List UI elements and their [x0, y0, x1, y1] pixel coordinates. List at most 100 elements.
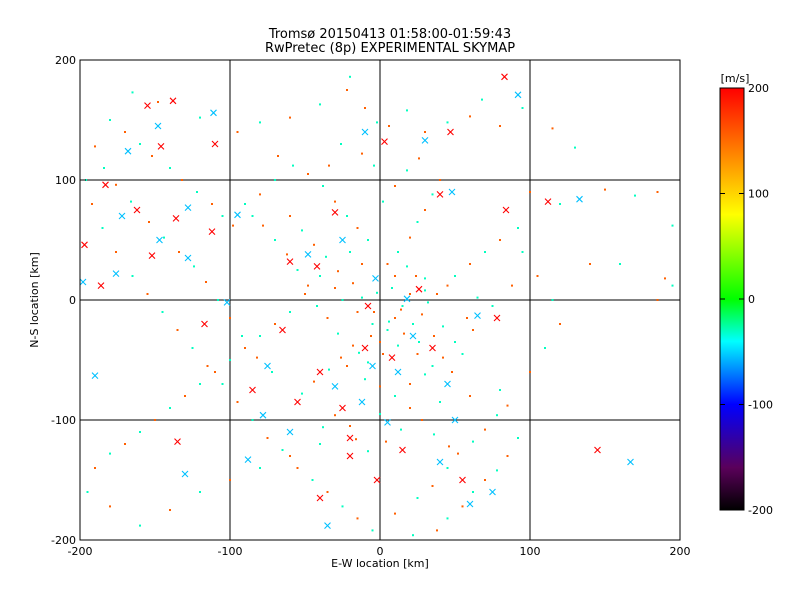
data-point	[409, 293, 411, 295]
data-point	[178, 251, 180, 253]
data-point	[346, 89, 348, 91]
data-point	[184, 395, 186, 397]
data-point-x	[294, 398, 301, 406]
data-point	[211, 203, 213, 205]
data-point-x	[381, 138, 388, 145]
data-point-x	[493, 314, 501, 322]
data-point-x	[444, 380, 451, 388]
data-point-x	[576, 195, 583, 203]
data-point-x	[184, 204, 192, 211]
data-point	[139, 431, 141, 433]
data-point	[181, 179, 183, 181]
data-point	[319, 103, 321, 106]
data-point-x	[502, 206, 510, 214]
data-point	[356, 517, 359, 520]
data-point	[529, 191, 531, 193]
data-point	[521, 107, 524, 109]
data-point	[229, 359, 231, 361]
data-point	[371, 323, 374, 325]
data-point-x	[211, 140, 219, 148]
y-axis-ticks: -200 -100 0 100 200	[51, 54, 680, 547]
data-point	[221, 383, 224, 385]
data-point	[307, 284, 309, 287]
data-point-x	[447, 128, 454, 136]
data-point	[361, 263, 363, 265]
data-point	[536, 275, 539, 277]
data-point	[400, 308, 402, 311]
data-point	[371, 529, 374, 532]
data-point	[91, 203, 93, 205]
data-point-x	[259, 411, 267, 419]
data-point	[409, 383, 411, 385]
data-point-x	[181, 470, 189, 478]
y-tick-label: 0	[69, 294, 76, 307]
data-point-x	[172, 215, 180, 222]
data-point	[334, 200, 336, 203]
data-point-x	[286, 428, 294, 436]
data-point	[391, 287, 393, 289]
data-point	[496, 469, 498, 472]
data-point	[544, 347, 546, 349]
x-axis-ticks: -200 -100 0 100 200	[68, 60, 691, 558]
data-point	[131, 91, 134, 94]
data-point	[406, 109, 408, 112]
data-point	[337, 270, 339, 273]
data-point-x	[459, 476, 466, 484]
data-point	[313, 380, 315, 383]
data-point	[346, 215, 348, 217]
data-point	[446, 121, 449, 124]
data-point	[370, 335, 372, 337]
data-point-x	[80, 278, 87, 286]
data-point	[328, 164, 330, 167]
data-point	[448, 445, 450, 448]
data-point	[289, 311, 291, 313]
data-point	[431, 485, 434, 487]
data-point-x	[157, 143, 165, 150]
colorbar-label: [m/s]	[721, 72, 750, 85]
y-tick-label: -200	[51, 534, 76, 547]
data-point	[229, 479, 231, 481]
data-point-x	[373, 476, 381, 484]
data-point	[319, 275, 321, 277]
data-point	[232, 224, 234, 227]
data-point	[307, 173, 309, 175]
data-point	[382, 353, 384, 355]
chart-title: Tromsø 20150413 01:58:00-01:59:43	[268, 27, 511, 42]
data-point	[506, 455, 509, 457]
data-point	[124, 131, 126, 133]
data-point-x	[388, 354, 396, 361]
data-point	[286, 253, 288, 256]
data-point	[436, 293, 438, 295]
data-point	[671, 284, 674, 287]
data-point	[431, 193, 434, 196]
data-point-x	[436, 191, 444, 198]
data-point-x	[156, 236, 163, 244]
colorbar-ticks: 200 100 0 -100 -200	[720, 82, 773, 517]
data-point	[304, 293, 306, 295]
data-point	[296, 269, 299, 271]
data-point	[274, 323, 276, 325]
data-point-x	[364, 302, 372, 310]
x-tick-label: 200	[670, 545, 691, 558]
data-point	[403, 332, 405, 335]
data-point-x	[331, 383, 339, 390]
x-tick-label: -100	[218, 545, 243, 558]
data-point	[446, 284, 449, 287]
data-point	[431, 365, 434, 367]
data-point	[322, 426, 324, 429]
data-point	[151, 155, 153, 157]
data-point	[551, 299, 554, 301]
data-point	[199, 491, 201, 493]
data-point	[416, 353, 419, 355]
data-point-x	[544, 198, 552, 205]
data-point-x	[409, 332, 417, 340]
colorbar-tick-label: -200	[748, 504, 773, 517]
data-point	[355, 438, 357, 441]
data-point	[442, 325, 444, 328]
x-axis-label: E-W location [km]	[331, 557, 429, 570]
data-point	[361, 152, 363, 155]
data-point	[415, 275, 417, 277]
data-point	[289, 116, 291, 119]
data-point-x	[372, 275, 379, 282]
